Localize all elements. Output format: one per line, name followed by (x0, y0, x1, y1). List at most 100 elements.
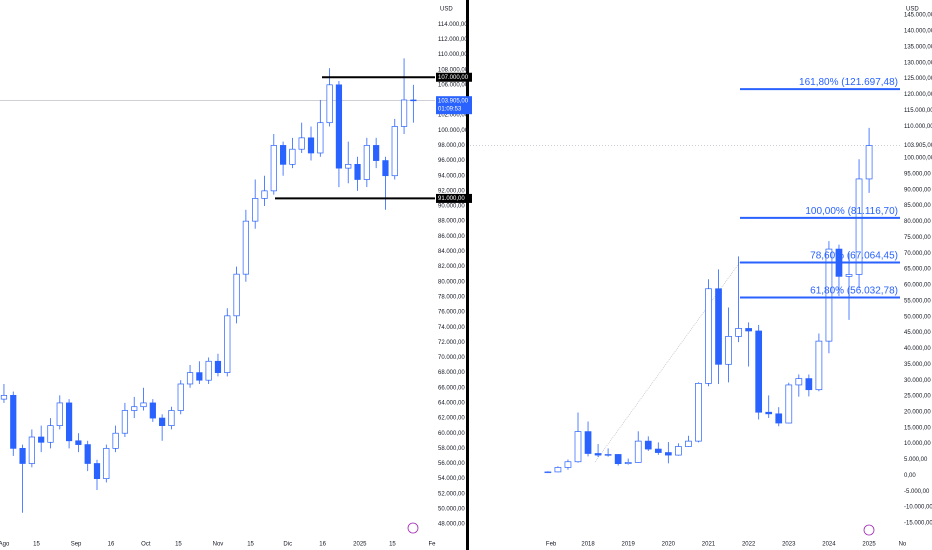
candle-body (391, 126, 398, 177)
candle-body (775, 413, 783, 424)
y-tick-label: 65.000,00 (904, 267, 931, 273)
y-tick-label: 20.000,00 (904, 409, 931, 415)
y-tick-label: 68.000,00 (438, 370, 465, 376)
countdown-label: 01:09:53 (438, 106, 462, 112)
candle-body (715, 288, 722, 365)
currency-label: USD (440, 7, 453, 13)
y-tick-label: 92.000,00 (438, 188, 465, 194)
y-tick-label: 64.000,00 (438, 400, 465, 406)
candle-body (242, 220, 249, 275)
candle-body (574, 431, 582, 463)
x-tick-label: Feb (546, 542, 557, 548)
candle-body (233, 273, 240, 317)
y-tick-label: 70.000,00 (438, 355, 465, 361)
y-tick-label: 145.000,00 (904, 13, 932, 19)
y-tick-label: 70.000,00 (904, 251, 931, 257)
y-tick-label: 94.000,00 (438, 173, 465, 179)
price-tag-label: 103.905,00 (438, 98, 469, 104)
level-label: 91.000,00 (438, 196, 465, 202)
candle-body (186, 372, 194, 385)
y-tick-label: 85.000,00 (904, 203, 931, 209)
candle-body (93, 463, 101, 480)
y-tick-label: 100.000,00 (904, 156, 932, 162)
candle-body (363, 145, 370, 180)
y-tick-label: 135.000,00 (904, 44, 932, 50)
y-tick-label: 84.000,00 (438, 249, 465, 255)
candle-body (168, 410, 175, 426)
price-tag (436, 96, 472, 115)
candle-body (845, 274, 853, 277)
x-tick-label: 15 (175, 542, 182, 548)
y-tick-label: 98.000,00 (438, 143, 465, 149)
y-tick-label: 25.000,00 (904, 394, 931, 400)
candle-body (214, 360, 222, 373)
level-label: 107.000,00 (438, 75, 469, 81)
y-tick-label: 76.000,00 (438, 310, 465, 316)
x-tick-label: 2021 (702, 542, 716, 548)
x-tick-label: 15 (389, 542, 396, 548)
x-tick-label: 15 (33, 542, 40, 548)
y-tick-label: 52.000,00 (438, 491, 465, 497)
y-tick-label: 55.000,00 (904, 298, 931, 304)
candle-body (159, 417, 166, 426)
candle-body (594, 453, 602, 456)
y-tick-label: 40.000,00 (904, 346, 931, 352)
y-tick-label: 10.000,00 (904, 441, 931, 447)
candle-body (624, 462, 632, 465)
y-tick-label: 90.000,00 (438, 204, 465, 210)
currency-label: USD (906, 7, 919, 13)
x-tick-label: No (899, 542, 907, 548)
y-tick-label: 90.000,00 (904, 187, 931, 193)
candle-body (103, 448, 110, 480)
x-tick-label: 2019 (622, 542, 636, 548)
y-tick-label: 50.000,00 (904, 314, 931, 320)
y-tick-label: 54.000,00 (438, 476, 465, 482)
candle-body (196, 372, 203, 381)
y-tick-label: 35.000,00 (904, 362, 931, 368)
candle-body (326, 84, 333, 124)
fib-label: 78,60% (67.064,45) (810, 251, 898, 262)
x-tick-label: 2023 (782, 542, 796, 548)
y-tick-label: 102.000,00 (438, 113, 469, 119)
y-tick-label: 45.000,00 (904, 330, 931, 336)
y-tick-label: 110.000,00 (438, 52, 468, 58)
candle-body (112, 432, 119, 449)
candle-body (745, 328, 752, 332)
candle-body (0, 394, 8, 400)
y-tick-label: 30.000,00 (904, 378, 931, 384)
candle-body (121, 410, 129, 434)
candle-body (705, 288, 712, 384)
candle-body (825, 248, 833, 342)
y-tick-label: 60.000,00 (904, 283, 931, 289)
candle-body (131, 406, 138, 411)
y-tick-label: -10.000,00 (904, 505, 932, 511)
level-tag (436, 193, 472, 203)
x-tick-label: 2024 (822, 542, 836, 548)
y-tick-label: 15.000,00 (904, 425, 931, 431)
candle-body (252, 198, 259, 222)
candle-body (47, 425, 54, 443)
candle-body (345, 163, 352, 169)
y-tick-label: 125.000,00 (904, 76, 932, 82)
y-tick-label: 48.000,00 (438, 522, 465, 528)
candle-body (685, 440, 692, 447)
event-icon[interactable] (407, 522, 419, 534)
candle-body (354, 163, 361, 180)
y-tick-label: 80.000,00 (438, 279, 465, 285)
candle-body (865, 145, 873, 180)
x-tick-label: 2025 (353, 542, 367, 548)
candle-body (664, 452, 672, 456)
candle-body (270, 145, 277, 192)
x-tick-label: 2018 (581, 542, 595, 548)
price-tag-label: 103.905,00 (904, 143, 932, 149)
y-tick-label: 110.000,00 (904, 124, 932, 130)
y-tick-label: 74.000,00 (438, 325, 465, 331)
candle-body (614, 454, 622, 465)
y-tick-label: 58.000,00 (438, 446, 465, 452)
x-tick-label: 2025 (862, 542, 876, 548)
event-icon[interactable] (863, 524, 875, 536)
candle-body (65, 402, 73, 442)
candle-body (634, 440, 642, 463)
candle-body (10, 394, 17, 449)
